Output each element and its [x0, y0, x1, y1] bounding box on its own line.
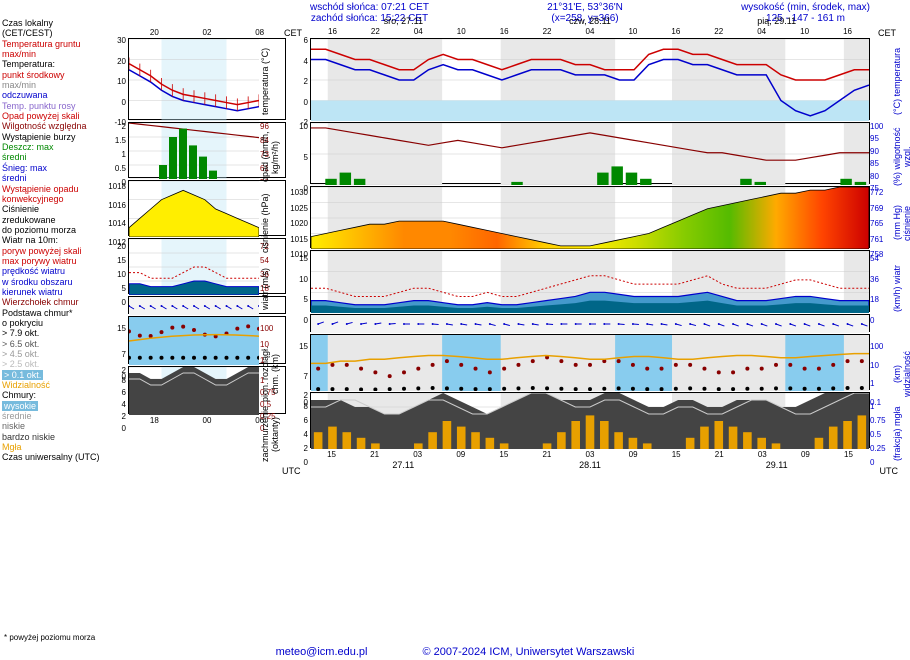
- legend-item: Podstawa chmur*: [2, 308, 127, 318]
- footer: meteo@icm.edu.pl © 2007-2024 ICM, Uniwer…: [0, 646, 910, 658]
- alt-label: wysokość (min, środek, max): [741, 2, 870, 13]
- footnote: * powyżej poziomu morza: [4, 633, 95, 642]
- sunrise: wschód słońca: 07:21 CET: [310, 2, 429, 13]
- panel-temp: 16220410162204101622041016: [310, 38, 870, 120]
- legend-item: Czas lokalny: [2, 18, 127, 28]
- legend-item: > 0.1 okt.: [2, 370, 43, 380]
- coords: 21°31'E, 53°36'N: [547, 2, 623, 13]
- footer-copy: © 2007-2024 ICM, Uniwersytet Warszawski: [423, 646, 635, 658]
- panel-cisn: [310, 186, 870, 248]
- legend-item: wysokie: [2, 401, 38, 411]
- panel-opad: [310, 122, 870, 184]
- main-charts: śro, 27.11czw, 28.11pią, 29.11CETCET1622…: [310, 28, 870, 474]
- legend-item: > 6.5 okt.: [2, 339, 127, 349]
- legend-item: bardzo niskie: [2, 432, 127, 442]
- panel-zachm: [310, 392, 870, 448]
- footer-email: meteo@icm.edu.pl: [276, 646, 368, 658]
- panel-kier: [310, 314, 870, 332]
- panel-wiatr: [310, 250, 870, 312]
- legend-item: Mgła: [2, 442, 127, 452]
- legend-item: Czas uniwersalny (UTC): [2, 452, 127, 462]
- panel-chmury: [310, 334, 870, 390]
